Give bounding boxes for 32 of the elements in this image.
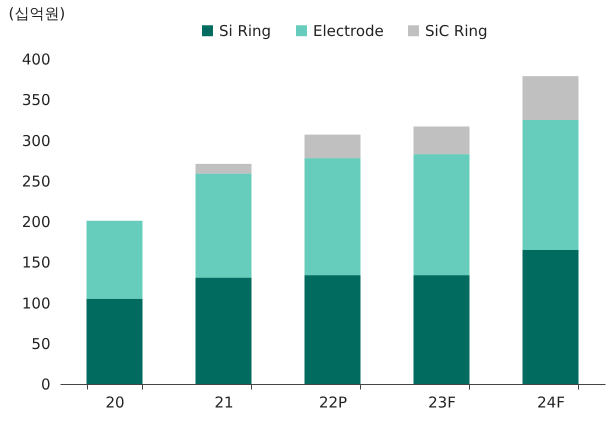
bar bbox=[196, 174, 252, 278]
bar bbox=[304, 275, 360, 384]
bar bbox=[522, 120, 578, 250]
bar bbox=[196, 278, 252, 384]
bar bbox=[86, 298, 142, 384]
y-tick-label: 400 bbox=[22, 50, 50, 68]
x-tick-label: 20 bbox=[105, 394, 125, 412]
bar bbox=[86, 220, 142, 299]
legend-label: Electrode bbox=[313, 22, 384, 40]
x-tick-label: 24F bbox=[537, 394, 565, 412]
bar bbox=[304, 158, 360, 276]
y-tick-label: 300 bbox=[22, 132, 50, 150]
bar bbox=[414, 126, 470, 154]
bar bbox=[522, 76, 578, 120]
y-tick-label: 350 bbox=[22, 91, 50, 110]
legend-label: SiC Ring bbox=[425, 22, 488, 40]
y-axis-title: (십억원) bbox=[8, 4, 66, 22]
y-tick-label: 150 bbox=[22, 254, 50, 272]
bar bbox=[196, 164, 252, 174]
y-tick-label: 50 bbox=[31, 334, 50, 353]
bar bbox=[414, 275, 470, 384]
bar bbox=[414, 154, 470, 276]
x-tick-label: 22P bbox=[318, 394, 348, 412]
y-tick-label: 200 bbox=[22, 213, 50, 231]
x-tick-label: 23F bbox=[428, 394, 456, 412]
y-tick-label: 250 bbox=[22, 172, 50, 190]
y-tick-label: 100 bbox=[22, 294, 50, 312]
bar bbox=[304, 134, 360, 158]
x-tick-label: 21 bbox=[214, 394, 234, 412]
bar bbox=[522, 250, 578, 384]
legend-label: Si Ring bbox=[219, 22, 272, 40]
y-tick-label: 0 bbox=[40, 376, 50, 394]
